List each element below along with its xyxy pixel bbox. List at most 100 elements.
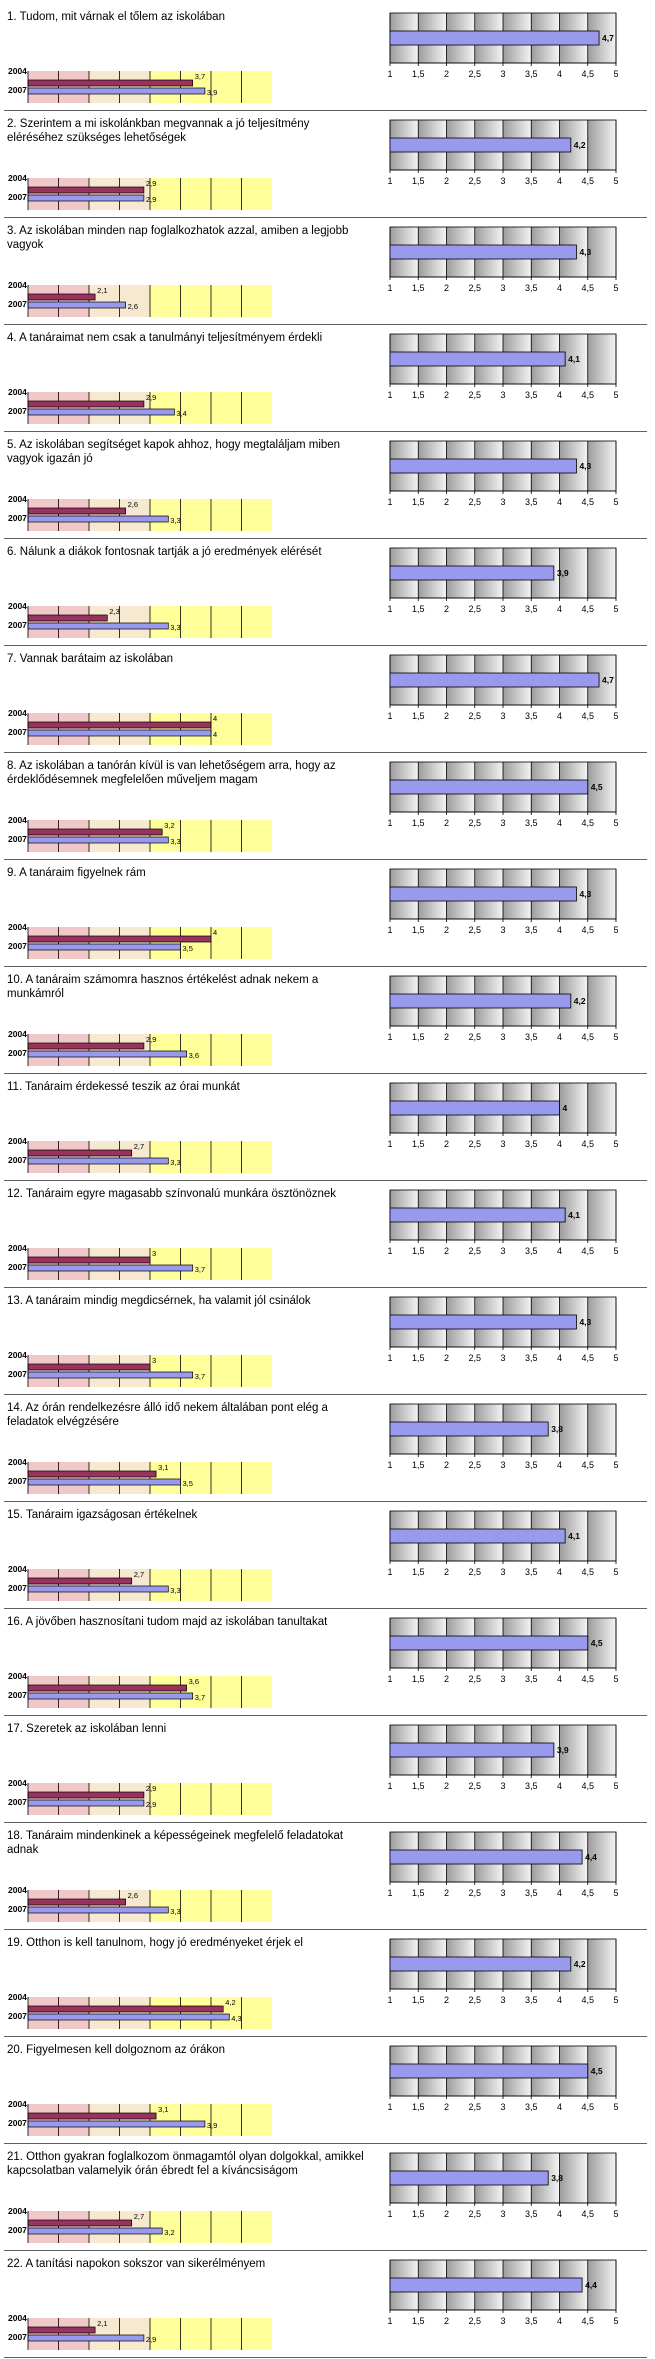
tick-label: 4,5 [581,1995,594,2005]
average-chart: 4,5 1 1,5 2 2,5 3 3,5 4 4,5 5 [387,1617,619,1684]
comparison-chart: 2,9 3,4 [27,392,272,424]
tick-label: 4 [557,2102,562,2112]
bar-2007-label: 2,6 [128,302,138,311]
series-label-2007: 2007 [8,620,27,630]
average-value-label: 4,7 [602,33,614,43]
tick-label: 3,5 [525,1674,538,1684]
bar-2004-label: 2,7 [134,2212,144,2221]
comparison-chart: 2,6 3,3 [27,1890,272,1922]
tick-label: 2 [444,2102,449,2112]
average-chart: 4,2 1 1,5 2 2,5 3 3,5 4 4,5 5 [387,1938,619,2005]
average-value-label: 3,8 [551,1424,563,1434]
tick-label: 2 [444,1674,449,1684]
plot-band [587,1832,616,1882]
bar-2004 [27,1577,133,1585]
divider [4,1501,647,1502]
average-bar [389,565,555,581]
tick-label: 5 [613,711,618,721]
average-value-label: 4,5 [591,2066,603,2076]
tick-label: 2,5 [468,176,481,186]
tick-label: 5 [613,1353,618,1363]
tick-label: 2,5 [468,604,481,614]
plot-band [587,2153,616,2203]
tick-label: 5 [613,1888,618,1898]
tick-label: 2,5 [468,390,481,400]
tick-label: 3 [500,1674,505,1684]
tick-label: 2,5 [468,1032,481,1042]
series-label-2007: 2007 [8,299,27,309]
series-label-2004: 2004. [8,1671,30,1681]
average-value-label: 4,2 [574,140,586,150]
tick-label: 5 [613,925,618,935]
question-label: 3. Az iskolában minden nap foglalkozhato… [7,225,349,251]
tick-label: 5 [613,604,618,614]
question-block: 20. Figyelmesen kell dolgoznom az órákon… [0,2038,655,2145]
average-bar [389,1421,549,1437]
bar-2004-label: 2,7 [134,1142,144,1151]
average-bar [389,1742,555,1758]
bar-2004 [27,1684,187,1692]
tick-label: 3 [500,1139,505,1149]
bar-2007 [27,301,126,309]
divider [4,538,647,539]
tick-label: 1,5 [412,69,425,79]
tick-label: 4 [557,69,562,79]
tick-label: 1 [387,604,392,614]
average-value-label: 4,5 [591,782,603,792]
question-label: 1. Tudom, mit várnak el tőlem az iskoláb… [7,11,225,23]
divider [4,1073,647,1074]
comparison-chart: 3,73,9 [27,71,272,103]
tick-label: 4 [557,283,562,293]
tick-label: 4,5 [581,1032,594,1042]
tick-label: 2 [444,1032,449,1042]
tick-label: 3,5 [525,497,538,507]
tick-label: 1 [387,1460,392,1470]
tick-label: 1,5 [412,2102,425,2112]
tick-label: 5 [613,283,618,293]
bar-2007 [27,515,169,523]
average-bar [389,1956,572,1972]
bar-2007 [27,836,169,844]
average-chart: 4,4 1 1,5 2 2,5 3 3,5 4 4,5 5 [387,1831,619,1898]
series-label-2004: 2004. [8,1885,30,1895]
question-block: 7. Vannak barátaim az iskolában 2004. 2007… [0,647,655,754]
bar-2007 [27,1371,194,1379]
tick-label: 1,5 [412,1888,425,1898]
tick-label: 3 [500,818,505,828]
bar-2004-label: 2,9 [146,1784,156,1793]
bar-2007-label: 3,7 [195,1265,205,1274]
series-label-2007: 2007 [8,1690,27,1700]
bar-2007-label: 3,4 [176,409,186,418]
tick-label: 2 [444,1888,449,1898]
bar-2007 [27,622,169,630]
tick-label: 2 [444,1567,449,1577]
question-block: 6. Nálunk a diákok fontosnak tartják a j… [0,540,655,647]
question-block: 21. Otthon gyakran foglalkozom önmagamtó… [0,2145,655,2252]
average-value-label: 4,5 [591,1638,603,1648]
tick-label: 5 [613,1674,618,1684]
question-block: 14. Az órán rendelkezésre álló idő nekem… [0,1396,655,1503]
tick-label: 4,5 [581,1246,594,1256]
bar-2004 [27,935,212,943]
average-value-label: 4,1 [568,1210,580,1220]
comparison-chart: 2,7 3,3 [27,1141,272,1173]
bar-2007-label: 4 [213,730,217,739]
divider [4,966,647,967]
question-label: 2. Szerintem a mi iskolánkban megvannak … [7,118,310,144]
bar-2004 [27,1149,133,1157]
tick-label: 1,5 [412,1567,425,1577]
tick-label: 3,5 [525,2316,538,2326]
question-label: 5. Az iskolában segítséget kapok ahhoz, … [7,439,341,465]
tick-label: 4 [557,176,562,186]
divider [4,1822,647,1823]
bar-2007 [27,2227,163,2235]
tick-label: 4 [557,1032,562,1042]
series-label-2004: 2004. [8,66,30,76]
bar-2004-label: 2,7 [134,1570,144,1579]
bar-2007-label: 3,7 [195,1372,205,1381]
tick-label: 5 [613,1460,618,1470]
tick-label: 3 [500,711,505,721]
series-label-2004: 2004. [8,494,30,504]
tick-label: 4,5 [581,925,594,935]
